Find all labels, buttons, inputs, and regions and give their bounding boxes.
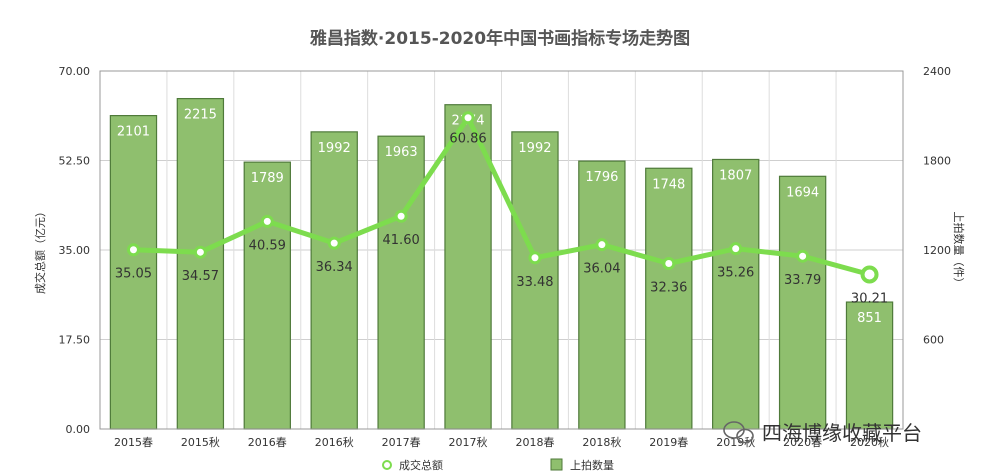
bar	[377, 135, 425, 430]
point-value-label: 41.60	[383, 233, 420, 248]
x-tick-label: 2015秋	[181, 435, 220, 449]
line-series: 35.05 34.57 40.59 36.34 41.60 60.86 33.48 36.04…	[115, 111, 888, 306]
y-right-tick-label: 1200	[923, 244, 951, 257]
bar-value-label: 1796	[585, 170, 618, 185]
point-value-label: 60.86	[449, 132, 486, 147]
bar	[444, 104, 492, 430]
y-left-tick-label: 52.50	[59, 155, 91, 168]
bar	[712, 158, 760, 430]
x-tick-label: 2017秋	[449, 435, 488, 449]
bar	[511, 131, 559, 430]
y-left-tick-label: 17.50	[59, 334, 91, 347]
line-point	[126, 243, 140, 257]
line-point	[528, 251, 542, 265]
line-point	[327, 236, 341, 250]
legend-line-marker	[382, 460, 392, 470]
chart-title: 雅昌指数·2015-2020年中国书画指标专场走势图	[309, 28, 690, 49]
legend: 成交总额 上拍数量	[382, 458, 614, 472]
y-left-tick-label: 70.00	[59, 65, 91, 78]
point-value-label: 36.04	[583, 262, 620, 277]
bar-value-label: 1748	[652, 177, 685, 192]
bar-value-label: 1807	[719, 168, 752, 183]
bar	[243, 161, 291, 430]
line-point	[595, 238, 609, 252]
y-left-tick-label: 35.00	[59, 244, 91, 257]
x-tick-label: 2019春	[649, 436, 688, 449]
point-value-label: 32.36	[650, 281, 687, 296]
legend-bar-marker	[550, 458, 563, 471]
bar	[176, 97, 225, 430]
bar	[109, 115, 158, 430]
y-axis-left-label: 成交总额（亿元）	[33, 206, 47, 294]
bar-value-label: 1992	[318, 141, 351, 156]
x-tick-label: 2020春	[783, 436, 822, 449]
line-path	[130, 115, 873, 277]
line-point	[860, 265, 879, 284]
point-value-label: 33.79	[784, 273, 821, 288]
bar-series: 2101221517891992196321741992179617481807…	[109, 97, 894, 430]
line-point	[662, 257, 676, 271]
bar-value-label: 2215	[184, 108, 217, 123]
y-right-tick-label: 600	[923, 334, 944, 347]
bar	[310, 131, 358, 430]
y-right-tick-label: 1800	[923, 155, 951, 168]
axes: 0.00 17.50 35.00 52.50 70.00 600 1200 1800 2400 2…	[59, 65, 952, 449]
bar-value-label: 1789	[251, 171, 284, 186]
point-value-label: 35.05	[115, 267, 152, 282]
bar	[645, 167, 693, 430]
watermark-text: 四海博缘收藏平台	[762, 421, 922, 445]
bar-value-label: 2101	[117, 125, 150, 140]
legend-line-label: 成交总额	[399, 458, 443, 472]
point-value-label: 30.21	[851, 291, 888, 306]
point-value-label: 36.34	[316, 260, 353, 275]
x-tick-label: 2020秋	[850, 435, 889, 449]
point-value-label: 34.57	[182, 269, 219, 284]
bar	[578, 160, 626, 430]
x-tick-label: 2018秋	[582, 435, 621, 449]
bar-value-label: 851	[857, 311, 882, 326]
line-point	[394, 209, 408, 223]
line-point	[193, 245, 207, 259]
x-tick-label: 2017春	[382, 436, 421, 449]
x-tick-label: 2019秋	[716, 435, 755, 449]
point-value-label: 40.59	[249, 238, 286, 253]
wechat-icon	[723, 421, 754, 444]
y-axis-right-label: 上拍数量（件）	[952, 212, 966, 289]
line-point	[461, 111, 475, 125]
y-left-tick-label: 0.00	[66, 423, 91, 436]
line-point	[260, 214, 274, 228]
watermark: 四海博缘收藏平台	[723, 421, 922, 445]
point-value-label: 33.48	[516, 275, 553, 290]
bar	[778, 175, 827, 430]
line-point	[729, 242, 743, 256]
bar-value-label: 1694	[786, 185, 819, 200]
legend-bar-label: 上拍数量	[570, 458, 614, 472]
line-point	[796, 249, 810, 263]
x-tick-label: 2016秋	[315, 435, 354, 449]
bar	[845, 301, 894, 430]
point-value-label: 35.26	[717, 266, 754, 281]
plot-frame	[99, 70, 904, 430]
x-tick-label: 2018春	[515, 436, 554, 449]
bar-value-label: 1992	[518, 141, 551, 156]
x-tick-label: 2015春	[114, 436, 153, 449]
y-right-tick-label: 2400	[923, 65, 951, 78]
x-tick-label: 2016春	[248, 436, 287, 449]
bar-value-label: 1963	[385, 145, 418, 160]
